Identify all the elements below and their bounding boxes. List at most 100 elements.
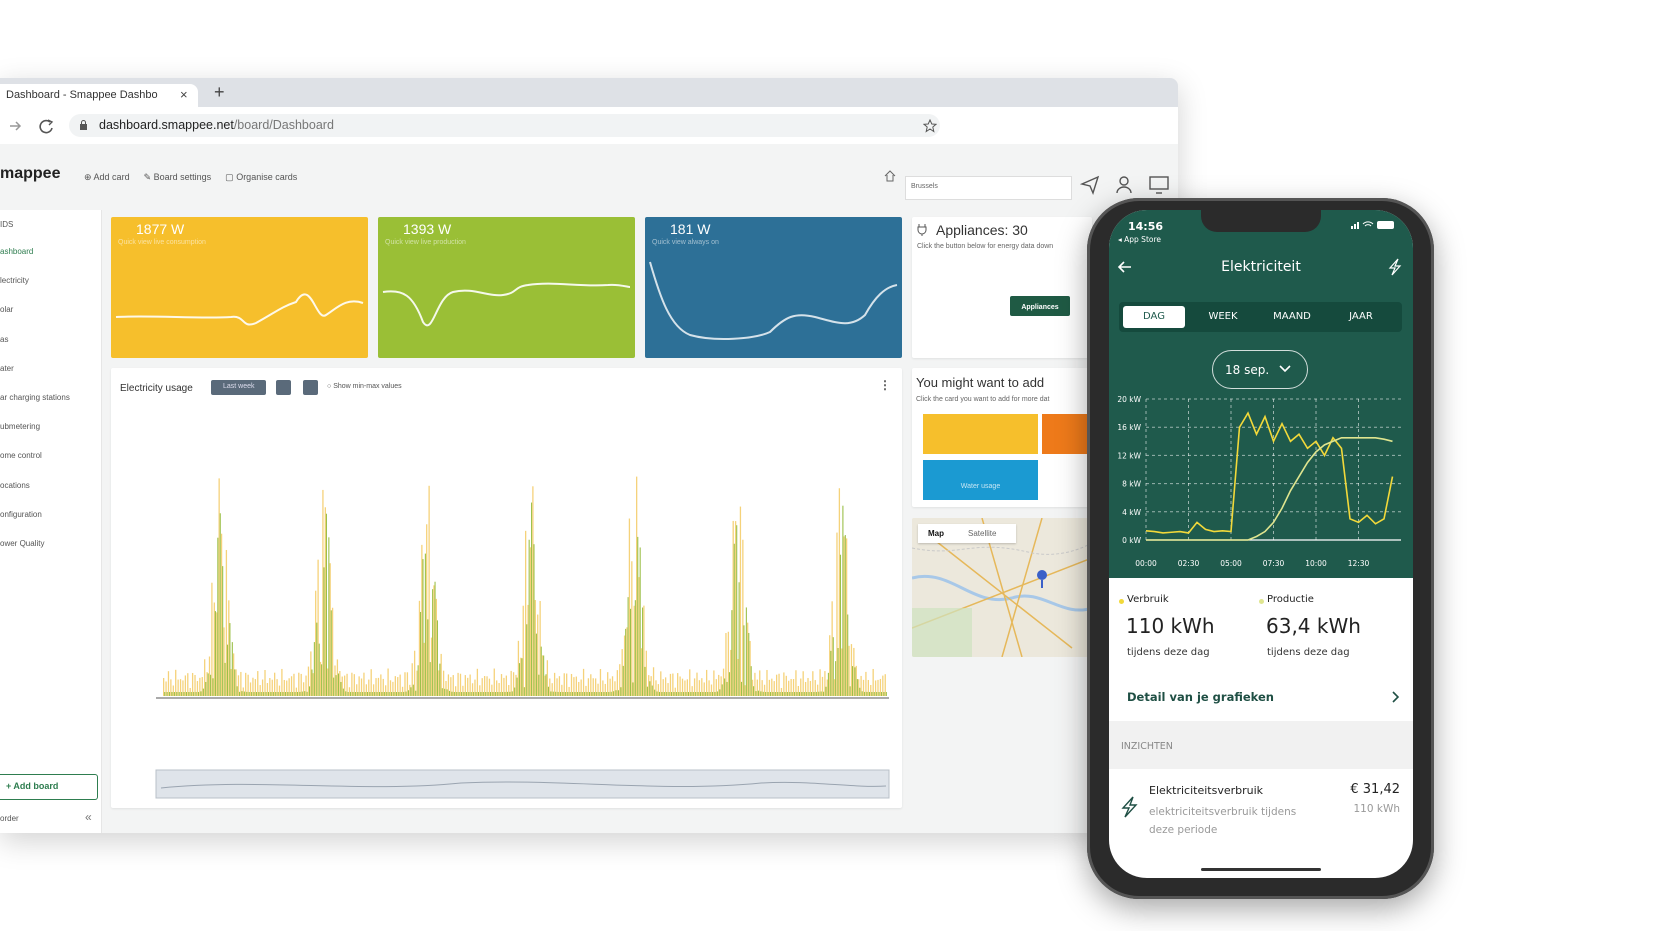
decor-bar — [378, 692, 381, 696]
bookmark-star[interactable] — [923, 119, 937, 133]
suggestion-tile[interactable] — [923, 414, 1038, 454]
stat-note: tijdens deze dag — [1267, 647, 1350, 658]
export-button[interactable] — [303, 380, 318, 395]
bolt-icon[interactable] — [1387, 258, 1403, 276]
back-to-app[interactable]: ◂ App Store — [1118, 235, 1162, 244]
sidebar-item[interactable]: ome control — [0, 451, 42, 461]
decor-bar — [580, 679, 582, 696]
period-tab[interactable]: JAAR — [1349, 311, 1373, 322]
decor-bar — [382, 678, 384, 696]
decor-bar — [882, 675, 884, 696]
period-button[interactable]: Last week — [211, 380, 266, 395]
appliances-button[interactable]: Appliances — [1010, 296, 1070, 316]
decor-bar — [584, 692, 586, 696]
sidebar-item[interactable]: ar charging stations — [0, 393, 70, 402]
sidebar-item[interactable]: lectricity — [0, 276, 29, 286]
collapse-icon[interactable]: « — [85, 810, 92, 824]
refresh-button[interactable] — [276, 380, 291, 395]
decor-bar — [855, 665, 857, 696]
decor-bar — [824, 671, 826, 696]
decor-bar — [611, 676, 614, 696]
decor-bar — [294, 691, 296, 696]
decor-bar — [574, 692, 576, 696]
toolbar-item[interactable]: ⊕ Add card — [84, 172, 130, 182]
decor-bar — [842, 505, 844, 696]
chevron-right[interactable] — [1391, 690, 1401, 704]
search-box[interactable]: Brussels — [905, 176, 1072, 200]
decor-bar — [605, 691, 607, 696]
insight-title[interactable]: Elektriciteitsverbruik — [1149, 784, 1264, 797]
decor-bar — [261, 679, 264, 696]
period-tab[interactable]: DAG — [1123, 306, 1185, 328]
decor-bar — [755, 691, 757, 696]
decor-bar — [794, 692, 796, 696]
decor-bar — [865, 671, 867, 696]
decor-bar — [733, 543, 735, 696]
toolbar-item[interactable]: ✎ Board settings — [143, 172, 212, 182]
home-icon[interactable] — [884, 170, 896, 182]
consumption-card[interactable]: 1877 W Quick view live consumption — [111, 217, 368, 358]
sidebar-item[interactable]: ower Quality — [0, 539, 45, 548]
sidebar-item[interactable]: ater — [0, 363, 14, 373]
decor-bar — [440, 653, 442, 696]
header-icons[interactable] — [1080, 174, 1178, 196]
min-max-toggle[interactable]: ○ Show min-max values — [327, 383, 402, 390]
decor-bar — [562, 691, 564, 696]
always-on-card[interactable]: 181 W Quick view always on — [645, 217, 902, 358]
detail-link[interactable]: Detail van je grafieken — [1127, 690, 1274, 704]
new-tab-button[interactable]: + — [214, 82, 225, 102]
decor-bar — [325, 513, 327, 696]
decor-bar — [657, 684, 660, 696]
decor-bar — [543, 655, 545, 696]
decor-bar — [615, 690, 617, 696]
decor-bar — [404, 672, 406, 696]
phone-screen: 14:56 ◂ App Store Elektriciteit DAG WEEK M… — [1109, 210, 1413, 878]
decor-bar — [879, 678, 882, 696]
map-card[interactable]: Map Satellite — [912, 518, 1092, 657]
suggestion-tile[interactable]: Water usage — [923, 460, 1038, 500]
date-picker[interactable]: 18 sep. — [1212, 350, 1308, 389]
tab-close[interactable]: × — [180, 87, 188, 102]
sidebar-item[interactable]: olar — [0, 305, 14, 315]
period-tab[interactable]: WEEK — [1208, 311, 1238, 322]
appliances-card[interactable]: Appliances: 30 Click the button below fo… — [912, 217, 1092, 358]
suggestion-tile[interactable] — [1042, 414, 1092, 454]
logo[interactable]: mappee — [0, 165, 61, 182]
sidebar-item[interactable]: ubmetering — [0, 422, 41, 432]
browser-tab[interactable]: Dashboard - Smappee Dashbo × — [0, 84, 198, 107]
decor-bar — [223, 627, 225, 696]
menu-icon[interactable]: ⋮ — [879, 378, 891, 392]
back-arrow[interactable] — [1117, 260, 1133, 274]
decor-bar — [798, 692, 801, 696]
toolbar-item[interactable]: ▢ Organise cards — [225, 172, 298, 182]
nav-icons[interactable] — [6, 117, 56, 135]
add-board-button[interactable]: + Add board — [0, 774, 98, 800]
decor-bar — [471, 683, 474, 696]
production-card[interactable]: 1393 W Quick view live production — [378, 217, 635, 358]
decor-bar — [366, 692, 369, 696]
map-tab[interactable]: Satellite — [968, 529, 997, 538]
sidebar-item[interactable]: as — [0, 334, 9, 344]
decor-bar — [873, 691, 875, 696]
decor-bar — [766, 669, 768, 696]
sidebar-footer[interactable]: order — [0, 814, 19, 823]
decor-bar — [820, 691, 822, 696]
sidebar-item[interactable]: ocations — [0, 480, 30, 490]
decor-bar — [166, 692, 168, 696]
period-tab[interactable]: MAAND — [1273, 311, 1311, 322]
omnibox[interactable]: dashboard.smappee.net/board/Dashboard — [69, 114, 940, 137]
decor-bar — [760, 691, 762, 696]
decor-bar — [438, 670, 440, 696]
decor-bar — [435, 598, 438, 696]
decor-bar — [491, 684, 493, 696]
decor-bar — [360, 678, 363, 696]
sidebar-item[interactable]: ashboard — [0, 247, 34, 256]
decor-bar — [225, 549, 228, 696]
decor-bar — [537, 614, 539, 696]
decor-bar — [535, 633, 537, 696]
decor-bar — [730, 649, 732, 696]
map-tab[interactable]: Map — [928, 529, 944, 538]
decor-bar — [370, 669, 372, 696]
decor-bar — [502, 691, 504, 696]
sidebar-item[interactable]: onfiguration — [0, 509, 42, 519]
